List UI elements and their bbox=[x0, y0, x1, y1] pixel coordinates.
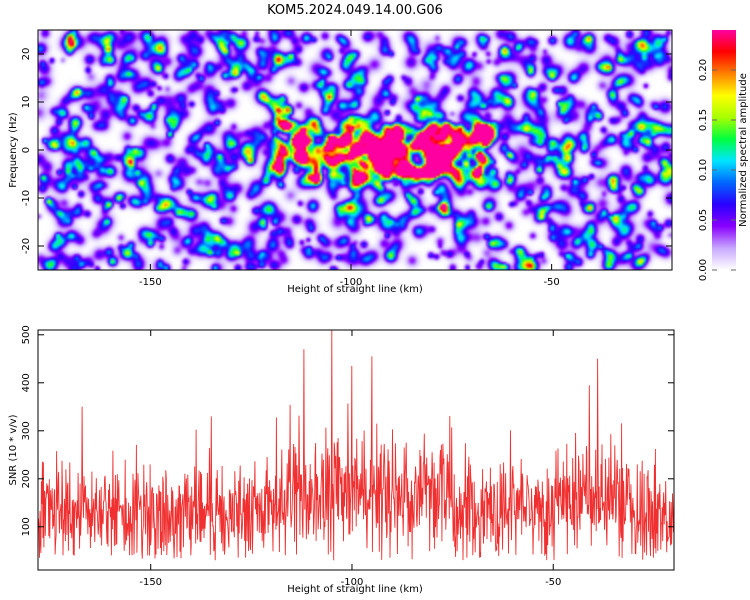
spectrogram-y-tick-label: 10 bbox=[21, 96, 32, 109]
colorbar-tick-label: 0.15 bbox=[698, 109, 709, 131]
spectrogram-y-tick-label: 20 bbox=[21, 48, 32, 61]
snr-x-tick-label: -100 bbox=[341, 577, 364, 588]
snr-y-tick-label: 300 bbox=[21, 421, 32, 440]
snr-y-tick-label: 200 bbox=[21, 469, 32, 488]
colorbar-label: Normalized spectral amplitude bbox=[738, 73, 749, 227]
snr-y-axis: 100 200 300 400 500 bbox=[21, 325, 674, 536]
spectrogram-y-tick-label: 0 bbox=[21, 147, 32, 153]
colorbar-scale bbox=[712, 30, 736, 270]
spectrogram-y-label: Frequency (Hz) bbox=[8, 112, 19, 188]
colorbar-tick-label: 0.00 bbox=[698, 259, 709, 281]
snr-series-line bbox=[38, 330, 674, 561]
spectrogram-x-axis: -150 -100 -50 bbox=[139, 30, 560, 288]
snr-panel: -150 -100 -50 100 200 300 400 500 Height of st… bbox=[8, 325, 675, 595]
spectrogram-x-label: Height of straight line (km) bbox=[287, 284, 423, 295]
colorbar-ticks: 0.00 0.05 0.10 0.15 0.20 bbox=[698, 59, 736, 281]
colorbar-tick-label: 0.05 bbox=[698, 209, 709, 231]
colorbar-tick-label: 0.20 bbox=[698, 59, 709, 81]
snr-x-axis: -150 -100 -50 bbox=[139, 330, 561, 588]
snr-y-tick-label: 100 bbox=[21, 517, 32, 536]
snr-x-label: Height of straight line (km) bbox=[287, 584, 423, 595]
spectrogram-image bbox=[38, 30, 672, 270]
spectrogram-x-tick-label: -50 bbox=[543, 277, 559, 288]
spectrogram-y-axis: -20 -10 0 10 20 bbox=[21, 48, 672, 254]
spectrogram-x-tick-label: -100 bbox=[340, 277, 363, 288]
snr-frame bbox=[37, 329, 675, 571]
chart-title: KOM5.2024.049.14.00.G06 bbox=[267, 3, 443, 18]
snr-y-label: SNR (10 * v/v) bbox=[8, 414, 19, 485]
spectrogram-x-tick-label: -150 bbox=[139, 277, 162, 288]
snr-x-tick-label: -150 bbox=[139, 577, 162, 588]
spectrogram-y-tick-label: -10 bbox=[21, 190, 32, 206]
spectrogram-y-tick-label: -20 bbox=[21, 238, 32, 254]
snr-x-tick-label: -50 bbox=[545, 577, 561, 588]
snr-y-tick-label: 500 bbox=[21, 325, 32, 344]
snr-y-tick-label: 400 bbox=[21, 373, 32, 392]
colorbar: 0.00 0.05 0.10 0.15 0.20 Normalized spectral… bbox=[698, 30, 749, 281]
colorbar-tick-label: 0.10 bbox=[698, 159, 709, 181]
